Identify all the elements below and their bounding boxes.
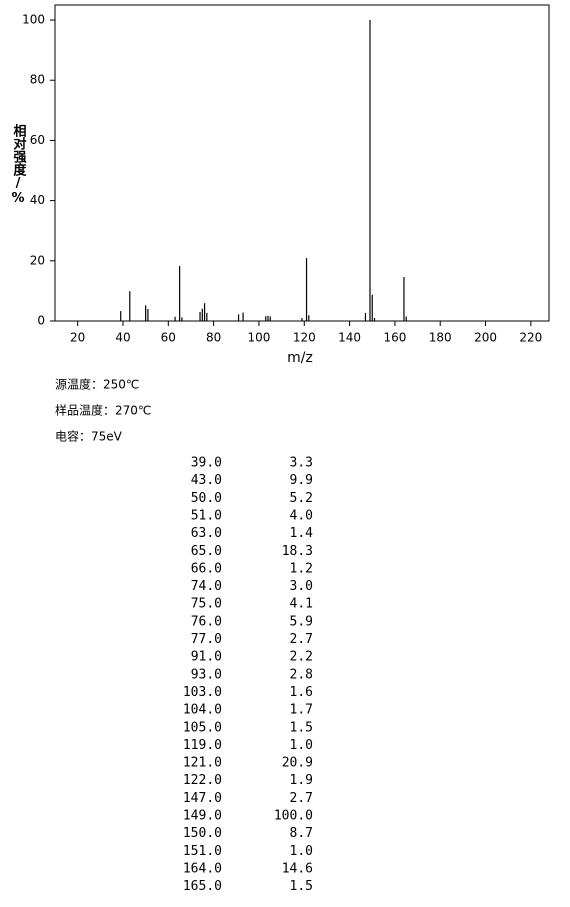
intensity-cell: 1.5 (290, 879, 313, 894)
intensity-cell: 1.4 (290, 526, 314, 541)
x-tick-label: 180 (429, 331, 452, 345)
y-tick-label: 60 (30, 133, 45, 147)
y-tick-label: 20 (30, 253, 45, 267)
intensity-cell: 4.1 (290, 597, 313, 612)
intensity-cell: 2.8 (290, 667, 313, 682)
intensity-cell: 1.2 (290, 561, 313, 576)
intensity-cell: 20.9 (282, 756, 313, 771)
info-line: 电容：75eV (55, 429, 123, 444)
mz-cell: 122.0 (183, 773, 222, 788)
x-tick-label: 220 (519, 331, 542, 345)
intensity-cell: 1.9 (290, 773, 313, 788)
x-tick-label: 160 (383, 331, 406, 345)
mz-cell: 150.0 (183, 826, 222, 841)
mz-cell: 119.0 (183, 738, 222, 753)
intensity-cell: 9.9 (290, 473, 313, 488)
intensity-cell: 3.3 (290, 456, 313, 471)
mz-cell: 63.0 (191, 526, 222, 541)
x-axis-label: m/z (287, 350, 313, 366)
mz-cell: 164.0 (183, 861, 222, 876)
mz-cell: 74.0 (191, 579, 222, 594)
x-tick-label: 20 (70, 331, 85, 345)
intensity-cell: 2.2 (290, 650, 313, 665)
x-tick-label: 140 (338, 331, 361, 345)
intensity-cell: 1.0 (290, 844, 313, 859)
mz-cell: 43.0 (191, 473, 222, 488)
intensity-cell: 1.6 (290, 685, 313, 700)
mz-cell: 103.0 (183, 685, 222, 700)
x-tick-label: 100 (247, 331, 270, 345)
mz-cell: 50.0 (191, 491, 222, 506)
y-tick-label: 40 (30, 193, 45, 207)
intensity-cell: 2.7 (290, 791, 313, 806)
mz-cell: 151.0 (183, 844, 222, 859)
intensity-cell: 3.0 (290, 579, 313, 594)
y-tick-label: 100 (22, 13, 45, 27)
x-tick-label: 80 (206, 331, 221, 345)
mz-cell: 66.0 (191, 561, 222, 576)
intensity-cell: 100.0 (274, 809, 313, 824)
x-tick-label: 60 (161, 331, 176, 345)
mz-cell: 39.0 (191, 456, 222, 471)
intensity-cell: 1.0 (290, 738, 313, 753)
mz-cell: 165.0 (183, 879, 222, 894)
intensity-cell: 2.7 (290, 632, 313, 647)
mz-cell: 149.0 (183, 809, 222, 824)
intensity-cell: 8.7 (290, 826, 313, 841)
mz-cell: 91.0 (191, 650, 222, 665)
intensity-cell: 5.2 (290, 491, 313, 506)
mz-cell: 121.0 (183, 756, 222, 771)
mz-cell: 75.0 (191, 597, 222, 612)
plot-frame (54, 4, 550, 322)
intensity-cell: 5.9 (290, 614, 313, 629)
mz-cell: 65.0 (191, 544, 222, 559)
mz-cell: 104.0 (183, 703, 222, 718)
intensity-cell: 1.5 (290, 720, 313, 735)
intensity-cell: 18.3 (282, 544, 313, 559)
mz-cell: 93.0 (191, 667, 222, 682)
mz-cell: 147.0 (183, 791, 222, 806)
x-tick-label: 120 (293, 331, 316, 345)
intensity-cell: 14.6 (282, 861, 313, 876)
x-tick-label: 40 (115, 331, 130, 345)
mz-cell: 76.0 (191, 614, 222, 629)
intensity-cell: 4.0 (290, 508, 313, 523)
mz-cell: 105.0 (183, 720, 222, 735)
mz-cell: 51.0 (191, 508, 222, 523)
info-line: 样品温度：270℃ (55, 403, 151, 418)
y-tick-label: 80 (30, 73, 45, 87)
intensity-cell: 1.7 (290, 703, 313, 718)
y-tick-label: 0 (37, 314, 45, 328)
info-line: 源温度：250℃ (55, 377, 139, 392)
mz-cell: 77.0 (191, 632, 222, 647)
x-tick-label: 200 (474, 331, 497, 345)
y-axis-label: 相对强度/% (11, 123, 27, 206)
